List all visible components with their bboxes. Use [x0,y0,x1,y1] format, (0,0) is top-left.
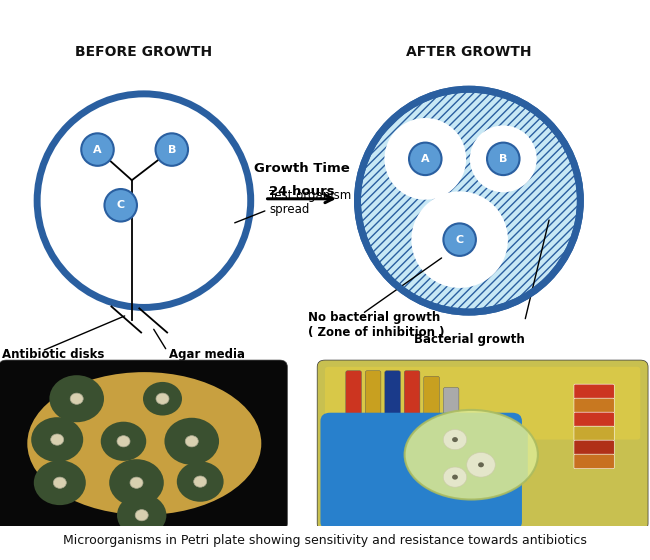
Text: Microorganisms in Petri plate showing sensitivity and resistance towards antibio: Microorganisms in Petri plate showing se… [63,534,587,547]
FancyBboxPatch shape [346,371,361,436]
Text: C: C [116,200,125,211]
Text: BEFORE GROWTH: BEFORE GROWTH [75,45,213,59]
FancyBboxPatch shape [385,371,400,436]
Text: 24 hours: 24 hours [269,185,335,198]
FancyBboxPatch shape [443,388,459,436]
Circle shape [411,192,508,288]
Circle shape [53,477,66,488]
Circle shape [487,143,519,175]
FancyBboxPatch shape [0,360,287,530]
Text: B: B [168,144,176,155]
Circle shape [34,460,86,505]
Circle shape [358,89,580,312]
FancyBboxPatch shape [574,426,614,441]
Circle shape [452,475,458,479]
FancyBboxPatch shape [424,376,439,436]
Circle shape [443,223,476,256]
Circle shape [409,143,441,175]
Text: A: A [93,144,102,155]
Circle shape [37,94,251,307]
Circle shape [185,436,198,447]
Circle shape [70,393,83,404]
Circle shape [143,382,182,416]
Text: Growth Time: Growth Time [254,162,350,175]
Text: Antibiotic disks: Antibiotic disks [2,348,104,361]
Ellipse shape [404,410,538,500]
FancyBboxPatch shape [574,454,614,469]
Circle shape [478,462,484,467]
Text: B: B [499,154,508,164]
Circle shape [194,476,207,487]
Circle shape [117,436,130,447]
Text: No bacterial growth
( Zone of inhibition ): No bacterial growth ( Zone of inhibition… [308,311,445,339]
Circle shape [452,437,458,442]
Circle shape [117,494,166,536]
FancyBboxPatch shape [325,367,640,440]
Ellipse shape [27,372,261,515]
Circle shape [470,125,537,192]
Circle shape [164,418,219,465]
FancyBboxPatch shape [365,371,381,436]
Circle shape [109,459,164,506]
Circle shape [443,467,467,487]
Text: C: C [456,235,463,245]
FancyBboxPatch shape [574,384,614,399]
Circle shape [177,461,224,502]
Circle shape [156,393,169,404]
Circle shape [384,118,466,200]
Circle shape [101,422,146,461]
Text: Bacterial growth: Bacterial growth [413,333,525,347]
FancyBboxPatch shape [320,413,522,530]
FancyBboxPatch shape [317,360,648,530]
FancyBboxPatch shape [574,440,614,455]
FancyBboxPatch shape [404,371,420,436]
Circle shape [105,189,137,222]
Circle shape [51,434,64,445]
Circle shape [31,417,83,462]
Circle shape [49,375,104,422]
FancyBboxPatch shape [574,398,614,413]
Circle shape [443,430,467,450]
Text: Test organism
spread: Test organism spread [269,189,352,217]
FancyBboxPatch shape [395,427,528,483]
Circle shape [155,133,188,166]
Text: AFTER GROWTH: AFTER GROWTH [406,45,532,59]
Circle shape [135,510,148,521]
Circle shape [81,133,114,166]
Circle shape [130,477,143,488]
Text: Agar media: Agar media [169,348,245,361]
Text: A: A [421,154,430,164]
Circle shape [467,452,495,477]
FancyBboxPatch shape [574,412,614,427]
